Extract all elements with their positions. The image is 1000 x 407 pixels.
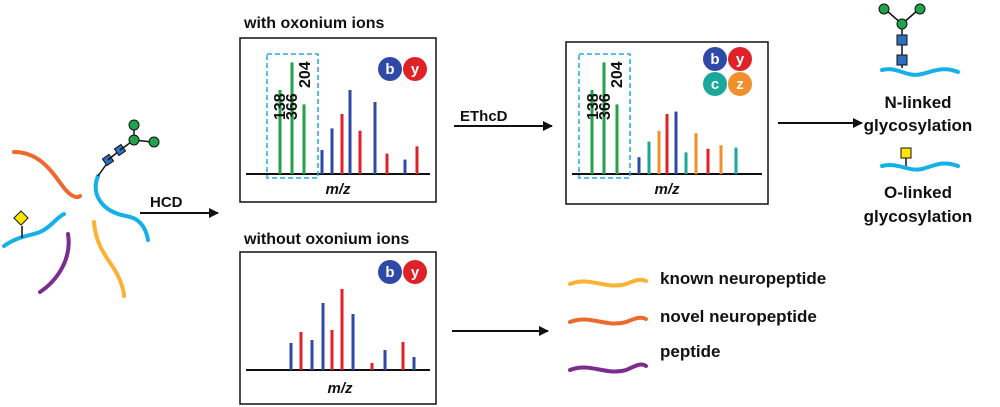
oxonium-ion-204: 204	[297, 61, 314, 88]
ethcd-mz-label: m/z	[654, 181, 680, 198]
peptide-mixture	[2, 119, 160, 298]
oxonium-ion-138-ethcd: 138	[585, 93, 602, 120]
n-linked-label-2: glycosylation	[864, 116, 973, 135]
oxonium-ion-366-ethcd: 366	[597, 93, 614, 120]
legend-novel-swatch	[568, 315, 648, 326]
ethcd-label: EThcD	[460, 108, 508, 125]
by-ion-badge-bottom: b y	[378, 260, 427, 284]
legend-peptide-label: peptide	[660, 342, 720, 361]
without-oxonium-title: without oxonium ions	[243, 231, 409, 248]
svg-text:b: b	[710, 51, 719, 68]
svg-text:y: y	[411, 61, 420, 78]
glycopeptide-strand-o	[2, 212, 66, 248]
legend-known-swatch	[568, 277, 648, 288]
without-oxonium-spectrum	[289, 289, 416, 370]
svg-text:c: c	[711, 76, 719, 93]
known-peptide-strand	[92, 220, 126, 298]
n-linked-label-1: N-linked	[884, 93, 951, 112]
svg-text:b: b	[385, 61, 394, 78]
svg-text:y: y	[411, 264, 420, 281]
bycz-ion-badge: b y c z	[703, 47, 752, 96]
o-linked-label-2: glycosylation	[864, 207, 973, 226]
without-mz-label: m/z	[327, 380, 353, 397]
svg-text:b: b	[385, 264, 394, 281]
with-mz-label: m/z	[325, 181, 351, 198]
svg-text:y: y	[736, 51, 745, 68]
oxonium-ion-204-ethcd: 204	[609, 61, 626, 88]
oxonium-box-1	[266, 53, 319, 179]
without-oxonium-panel	[239, 251, 437, 405]
svg-text:z: z	[736, 76, 744, 93]
oxonium-box-2	[578, 53, 631, 179]
hcd-label: HCD	[150, 194, 183, 211]
legend-novel-label: novel neuropeptide	[660, 307, 817, 326]
n-linked-glycopeptide-icon	[878, 3, 960, 77]
legend-known-label: known neuropeptide	[660, 269, 826, 288]
legend: known neuropeptide novel neuropeptide pe…	[568, 269, 826, 374]
oxonium-ion-366: 366	[284, 93, 301, 120]
oxonium-ion-138: 138	[272, 93, 289, 120]
with-oxonium-spectrum	[278, 62, 419, 174]
ethcd-spectrum	[590, 62, 738, 174]
glycopeptide-strand-n	[93, 174, 150, 242]
by-ion-badge: b y	[378, 57, 427, 81]
o-linked-glycopeptide-icon	[880, 147, 960, 172]
with-oxonium-title: with oxonium ions	[243, 15, 385, 32]
generic-peptide-strand	[38, 232, 71, 294]
o-linked-label-1: O-linked	[884, 183, 952, 202]
legend-peptide-swatch	[568, 362, 648, 374]
novel-peptide-strand	[12, 150, 82, 199]
